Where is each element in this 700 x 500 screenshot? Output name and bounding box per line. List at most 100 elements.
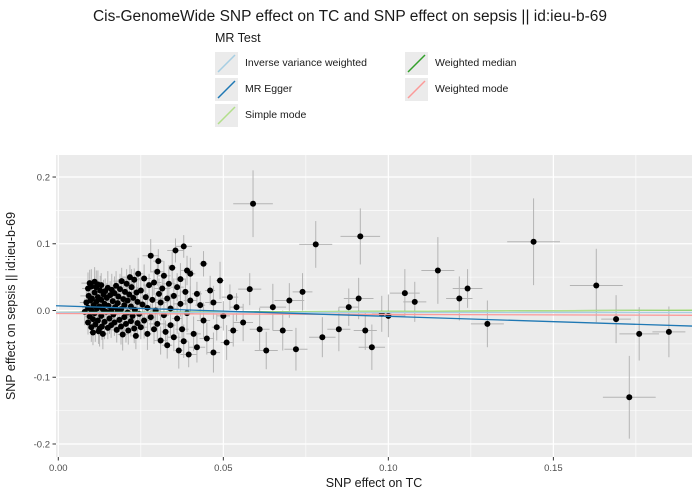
data-point: [200, 260, 207, 267]
data-point: [115, 293, 122, 300]
data-point: [98, 296, 105, 303]
y-tick-label: 0.1: [37, 239, 50, 250]
legend-line-icon: [407, 79, 426, 99]
legend-label: Weighted mode: [435, 83, 509, 95]
legend: MR Test Inverse variance weighted MR Egg…: [215, 31, 517, 128]
data-point: [230, 327, 237, 334]
data-point: [226, 294, 233, 301]
data-point: [187, 297, 194, 304]
data-point: [139, 301, 146, 308]
y-tick-label: 0.2: [37, 172, 50, 183]
data-point: [193, 344, 200, 351]
legend-key-icon: [215, 103, 238, 127]
data-point: [101, 318, 108, 325]
data-point: [118, 323, 125, 330]
data-point: [149, 296, 156, 303]
data-point: [246, 286, 253, 293]
data-point: [177, 276, 184, 283]
data-point: [223, 339, 230, 346]
data-point: [147, 252, 154, 259]
data-point: [134, 298, 141, 305]
data-point: [154, 268, 161, 275]
data-point: [357, 233, 364, 240]
data-point: [121, 314, 128, 321]
data-point: [94, 317, 101, 324]
data-point: [124, 297, 131, 304]
data-point: [217, 277, 224, 284]
data-point: [203, 335, 210, 342]
data-point: [193, 290, 200, 297]
data-point: [345, 304, 352, 311]
data-point: [117, 286, 124, 293]
data-point: [164, 342, 171, 349]
data-point: [146, 282, 153, 289]
data-point: [151, 326, 158, 333]
data-point: [159, 285, 166, 292]
data-point: [613, 316, 620, 323]
data-point: [299, 288, 306, 295]
y-tick-label: -0.1: [34, 373, 50, 384]
data-point: [269, 304, 276, 311]
data-point: [134, 320, 141, 327]
data-point: [147, 314, 154, 321]
data-point: [151, 279, 158, 286]
legend-line-icon: [217, 105, 236, 125]
data-point: [98, 312, 105, 319]
data-point: [114, 300, 121, 307]
data-point: [169, 264, 176, 271]
data-point: [187, 270, 194, 277]
data-point: [335, 326, 342, 333]
legend-key-icon: [405, 77, 428, 101]
data-point: [636, 330, 643, 337]
data-point: [157, 337, 164, 344]
x-tick-label: 0.15: [544, 463, 563, 474]
data-point: [355, 295, 362, 302]
data-point: [130, 294, 137, 301]
x-axis-title: SNP effect on TC: [326, 476, 423, 490]
y-tick-label: 0.0: [37, 306, 50, 317]
data-point: [256, 326, 263, 333]
data-point: [411, 298, 418, 305]
data-point: [240, 319, 247, 326]
data-point: [157, 299, 164, 306]
data-point: [401, 290, 408, 297]
data-point: [137, 287, 144, 294]
data-point: [131, 325, 138, 332]
legend-line-icon: [217, 53, 236, 73]
legend-key-icon: [215, 51, 238, 75]
data-point: [144, 304, 151, 311]
data-point: [131, 276, 138, 283]
data-point: [135, 270, 142, 277]
data-point: [593, 282, 600, 289]
legend-item-simple-mode: Simple mode: [215, 102, 367, 128]
data-point: [106, 315, 113, 322]
data-point: [121, 302, 128, 309]
data-point: [99, 330, 106, 337]
data-point: [142, 294, 149, 301]
data-point: [119, 331, 126, 338]
data-point: [160, 272, 167, 279]
data-point: [250, 200, 257, 207]
data-point: [434, 267, 441, 274]
data-point: [96, 325, 103, 332]
data-point: [279, 327, 286, 334]
data-point: [197, 302, 204, 309]
data-point: [233, 304, 240, 311]
data-point: [154, 320, 161, 327]
data-point: [368, 344, 375, 351]
data-point: [123, 280, 130, 287]
data-point: [362, 327, 369, 334]
data-point: [210, 299, 217, 306]
legend-item-ivw: Inverse variance weighted: [215, 50, 367, 76]
data-point: [93, 298, 100, 305]
legend-title: MR Test: [215, 31, 261, 45]
data-point: [141, 275, 148, 282]
data-point: [626, 394, 633, 401]
data-point: [263, 347, 270, 354]
plot-title: Cis-GenomeWide SNP effect on TC and SNP …: [92, 8, 608, 25]
legend-item-mr-egger: MR Egger: [215, 76, 367, 102]
legend-line-icon: [407, 53, 426, 73]
data-point: [126, 274, 133, 281]
legend-items: Inverse variance weighted MR Egger Simpl…: [215, 50, 517, 128]
